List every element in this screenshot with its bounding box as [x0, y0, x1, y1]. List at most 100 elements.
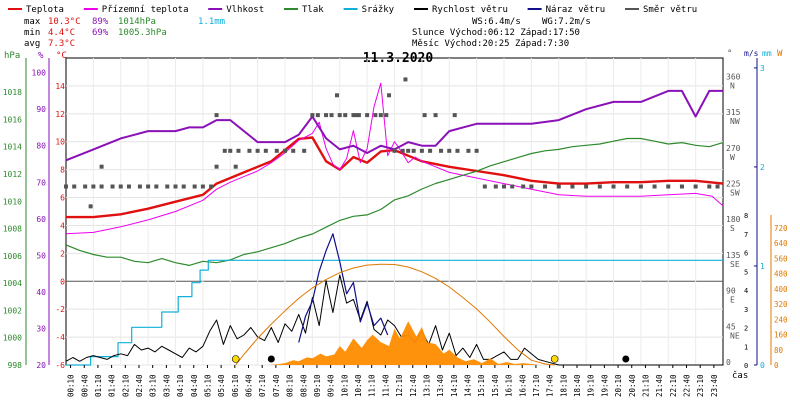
press-axis-tick-8: 1014: [3, 143, 22, 152]
series-vlhkost: [65, 89, 723, 162]
dir-point-69: [707, 184, 712, 189]
x-tick-label-39: 19:40: [600, 374, 609, 397]
dir-point-51: [482, 184, 487, 189]
hum-axis-tick-6: 80: [36, 142, 46, 151]
dir-point-67: [679, 184, 684, 189]
hum-axis-tick-5: 70: [36, 178, 46, 187]
x-tick-label-8: 04:10: [176, 374, 185, 397]
temp-axis-tick-3: 0: [60, 277, 65, 286]
unit-temp: °C: [56, 51, 67, 61]
x-tick-label-35: 17:40: [546, 374, 555, 397]
dir-point-10: [154, 184, 159, 189]
stats-max-temp: 10.3°C: [48, 17, 81, 27]
rad-axis-tick-5: 400: [774, 285, 788, 294]
x-tick-label-40: 20:10: [614, 374, 623, 397]
dir-point-17: [214, 164, 219, 169]
x-tick-label-44: 22:10: [669, 374, 678, 397]
x-tick-label-12: 06:10: [231, 374, 240, 397]
temp-axis-tick-1: -4: [55, 333, 65, 342]
temp-axis-tick-8: 10: [55, 138, 65, 147]
dir-point-56: [529, 184, 534, 189]
series-naraz-vetru: [298, 233, 389, 343]
rad-axis-tick-6: 480: [774, 270, 788, 279]
temp-axis-tick-2: -2: [55, 305, 65, 314]
dir-axis-tick-1: 45: [726, 322, 736, 331]
dir-point-21: [247, 148, 252, 153]
dir-point-50: [474, 148, 479, 153]
x-tick-label-45: 22:40: [683, 374, 692, 397]
series-teplota: [66, 136, 724, 219]
dir-point-38: [378, 113, 383, 118]
unit-press: hPa: [4, 51, 20, 61]
dir-axis-compass-1: NE: [730, 331, 740, 340]
dir-point-78: [403, 77, 408, 82]
x-tick-label-47: 23:40: [710, 374, 719, 397]
windfine-axis-tick-5: 5: [744, 268, 748, 276]
x-tick-label-23: 11:40: [381, 374, 390, 397]
x-tick-label-3: 01:40: [108, 374, 117, 397]
series-radiace: [268, 321, 540, 365]
plot-area: [64, 77, 724, 366]
dir-point-66: [666, 184, 671, 189]
dir-axis-tick-8: 360: [726, 72, 741, 81]
legend-label-1: Přízemní teplota: [102, 5, 189, 15]
stats-avg-temp: 7.3°C: [48, 39, 75, 49]
x-tick-label-7: 03:40: [162, 374, 171, 397]
x-tick-label-14: 07:10: [258, 374, 267, 397]
dir-axis-compass-3: SE: [730, 260, 740, 269]
dir-axis-tick-6: 270: [726, 144, 741, 153]
dir-point-58: [556, 184, 561, 189]
press-axis-tick-9: 1016: [3, 115, 22, 124]
temp-axis-tick-7: 8: [60, 166, 65, 175]
rad-axis-tick-1: 80: [774, 346, 784, 355]
series-slunecni-draha: [235, 263, 555, 366]
dir-point-70: [715, 184, 720, 189]
hum-axis-tick-0: 20: [36, 361, 46, 370]
x-tick-label-24: 12:10: [395, 374, 404, 397]
legend-label-3: Tlak: [302, 5, 324, 15]
stats-min-press: 1005.3hPa: [118, 28, 167, 38]
x-tick-label-16: 08:10: [286, 374, 295, 397]
x-tick-label-25: 12:40: [409, 374, 418, 397]
dir-point-3: [91, 184, 96, 189]
dir-point-19: [228, 148, 233, 153]
dir-point-24: [274, 148, 279, 153]
dir-point-26: [291, 148, 296, 153]
windfine-axis-tick-0: 0: [744, 362, 748, 370]
dir-point-54: [510, 184, 515, 189]
dir-point-13: [181, 184, 186, 189]
x-tick-label-26: 13:10: [422, 374, 431, 397]
press-axis-tick-4: 1006: [3, 252, 22, 261]
hum-axis-tick-4: 60: [36, 215, 46, 224]
unit-rain: mm: [762, 49, 772, 58]
unit-hum: %: [38, 51, 44, 61]
moon-marker-1: [267, 355, 275, 363]
dir-axis-compass-5: SW: [730, 189, 740, 198]
rad-axis-tick-3: 240: [774, 315, 788, 324]
x-tick-label-2: 01:10: [94, 374, 103, 397]
series-prizemni-teplota: [65, 82, 724, 235]
dir-point-9: [146, 184, 151, 189]
dir-point-18: [222, 148, 227, 153]
dir-point-34: [351, 113, 356, 118]
dir-point-23: [263, 148, 268, 153]
stats-min-temp: 4.4°C: [48, 28, 75, 38]
sun-marker-2: [550, 355, 559, 363]
dir-point-31: [329, 113, 334, 118]
x-tick-label-21: 10:40: [354, 374, 363, 397]
unit-dir: °: [727, 49, 732, 59]
dir-point-37: [373, 113, 378, 118]
dir-axis-compass-7: NW: [730, 117, 740, 126]
windfine-axis-tick-7: 7: [744, 231, 748, 239]
x-tick-label-4: 02:10: [121, 374, 130, 397]
stats-max-label: max: [24, 17, 41, 27]
legend-label-0: Teplota: [26, 5, 64, 15]
temp-axis-tick-0: -6: [55, 361, 65, 370]
dir-axis-tick-0: 0: [726, 358, 731, 367]
x-tick-label-32: 16:10: [505, 374, 514, 397]
press-axis-tick-0: 998: [8, 361, 23, 370]
dir-axis-compass-8: N: [730, 81, 735, 90]
dir-point-76: [354, 113, 359, 118]
